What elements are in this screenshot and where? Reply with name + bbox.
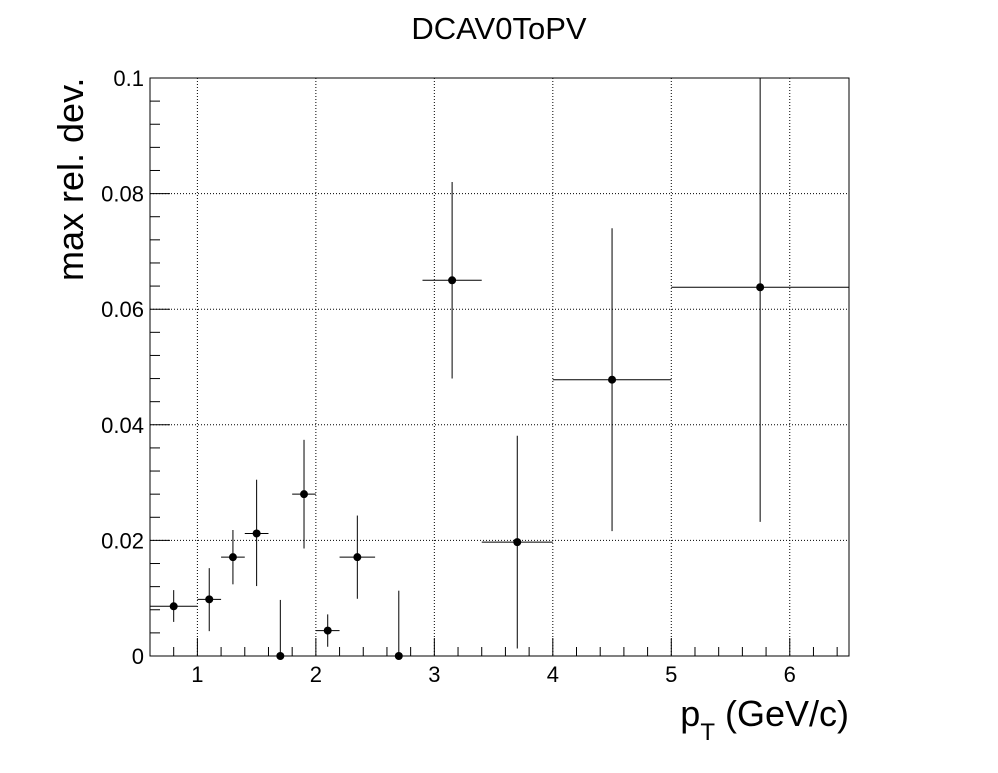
grid xyxy=(150,78,849,656)
point-marker xyxy=(513,538,522,547)
x-tick-labels: 1 2 3 4 5 6 xyxy=(191,662,796,687)
data-point xyxy=(481,435,553,649)
point-marker xyxy=(228,553,237,562)
data-point xyxy=(339,515,376,599)
x-tick-label: 2 xyxy=(310,662,322,687)
x-tick-label: 6 xyxy=(784,662,796,687)
chart-title: DCAV0ToPV xyxy=(411,11,586,46)
point-marker xyxy=(300,490,309,499)
point-marker xyxy=(448,276,457,285)
x-axis-title-main: p xyxy=(680,693,700,734)
y-tick-label: 0.02 xyxy=(101,528,144,553)
data-point xyxy=(197,568,222,632)
data-point xyxy=(552,228,672,532)
data-point xyxy=(315,614,340,647)
x-tick-label: 1 xyxy=(191,662,203,687)
y-tick-label: 0 xyxy=(132,644,144,669)
data-point xyxy=(221,529,245,585)
data-point xyxy=(244,479,269,587)
plot-frame xyxy=(149,77,850,657)
x-axis-title-rest: (GeV/c) xyxy=(715,693,849,734)
point-marker xyxy=(252,529,261,538)
point-marker xyxy=(323,626,332,635)
point-marker xyxy=(169,602,178,611)
y-tick-label: 0.06 xyxy=(101,297,144,322)
data-point xyxy=(422,182,482,379)
point-marker xyxy=(608,375,617,384)
x-tick-label: 3 xyxy=(428,662,440,687)
point-marker xyxy=(276,652,285,660)
point-marker xyxy=(205,595,214,604)
y-tick-label: 0.1 xyxy=(113,66,144,91)
data-points xyxy=(150,78,849,660)
x-axis-title-sub: T xyxy=(700,719,715,746)
y-tick-label: 0.08 xyxy=(101,182,144,207)
data-point xyxy=(150,590,198,622)
point-marker xyxy=(756,283,765,292)
x-tick-label: 4 xyxy=(547,662,559,687)
point-marker xyxy=(353,553,362,562)
x-tick-label: 5 xyxy=(665,662,677,687)
data-point xyxy=(292,439,316,549)
y-axis-title: max rel. dev. xyxy=(50,78,91,281)
data-point xyxy=(375,590,423,660)
point-marker xyxy=(394,652,403,660)
y-tick-label: 0.04 xyxy=(101,413,144,438)
data-point xyxy=(671,78,849,522)
y-tick-labels: 0 0.02 0.04 0.06 0.08 0.1 xyxy=(101,66,144,669)
data-point xyxy=(268,599,293,660)
x-axis-title: pT (GeV/c) xyxy=(680,693,849,746)
